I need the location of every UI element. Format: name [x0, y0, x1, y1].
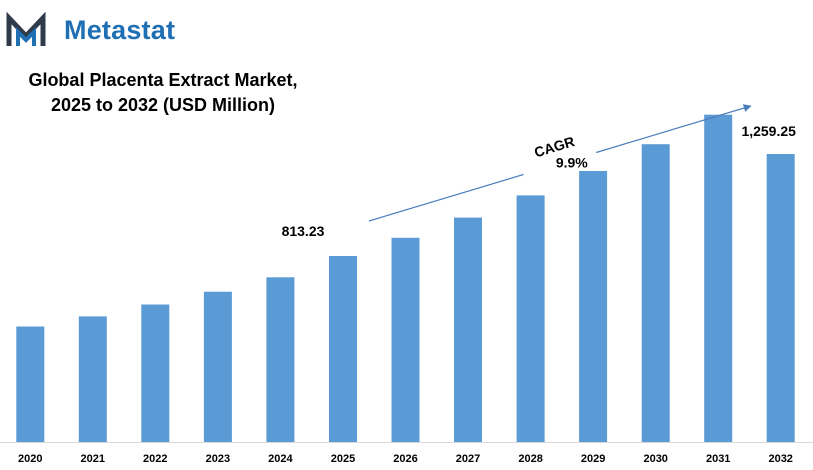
bar-2020 — [16, 326, 45, 442]
chart-title-line-1: Global Placenta Extract Market, — [28, 70, 298, 90]
x-tick-label-2022: 2022 — [143, 453, 167, 465]
chart-title: Global Placenta Extract Market, 2025 to … — [0, 68, 326, 118]
x-tick-label-2026: 2026 — [393, 453, 417, 465]
x-tick-label-2020: 2020 — [18, 453, 42, 465]
bar-2026 — [391, 237, 420, 442]
cagr-value: 9.9% — [556, 155, 588, 171]
bar-2031 — [704, 114, 733, 442]
bar-2021 — [78, 316, 107, 442]
x-tick-label-2029: 2029 — [581, 453, 605, 465]
cagr-trend-line-start — [368, 173, 524, 222]
bar-2024 — [266, 277, 295, 442]
x-tick-label-2024: 2024 — [268, 453, 293, 465]
bar-2029 — [579, 171, 608, 442]
x-tick-label-2028: 2028 — [518, 453, 542, 465]
bar-2032 — [766, 154, 795, 442]
x-tick-label-2025: 2025 — [331, 453, 355, 465]
metastat-m-logo-icon — [6, 12, 46, 46]
bar-2025 — [329, 256, 357, 442]
x-tick-label-2032: 2032 — [768, 453, 792, 465]
x-tick-label-2027: 2027 — [456, 453, 480, 465]
chart-title-line-2: 2025 to 2032 (USD Million) — [50, 95, 276, 115]
brand-logo: Metastat — [6, 10, 175, 50]
cagr-trend-arrow — [596, 104, 752, 154]
brand-name: Metastat — [64, 14, 176, 45]
bar-2022 — [141, 304, 170, 442]
data-label-2032: 1,259.25 — [741, 123, 796, 139]
bar-2023 — [203, 291, 232, 442]
x-tick-label-2021: 2021 — [81, 453, 105, 465]
x-tick-label-2031: 2031 — [706, 453, 730, 465]
bar-2027 — [454, 217, 482, 442]
bar-2028 — [516, 195, 545, 442]
data-label-2025: 813.23 — [282, 223, 325, 239]
x-tick-label-2023: 2023 — [206, 453, 230, 465]
x-tick-label-2030: 2030 — [643, 453, 667, 465]
bar-2030 — [641, 144, 670, 442]
